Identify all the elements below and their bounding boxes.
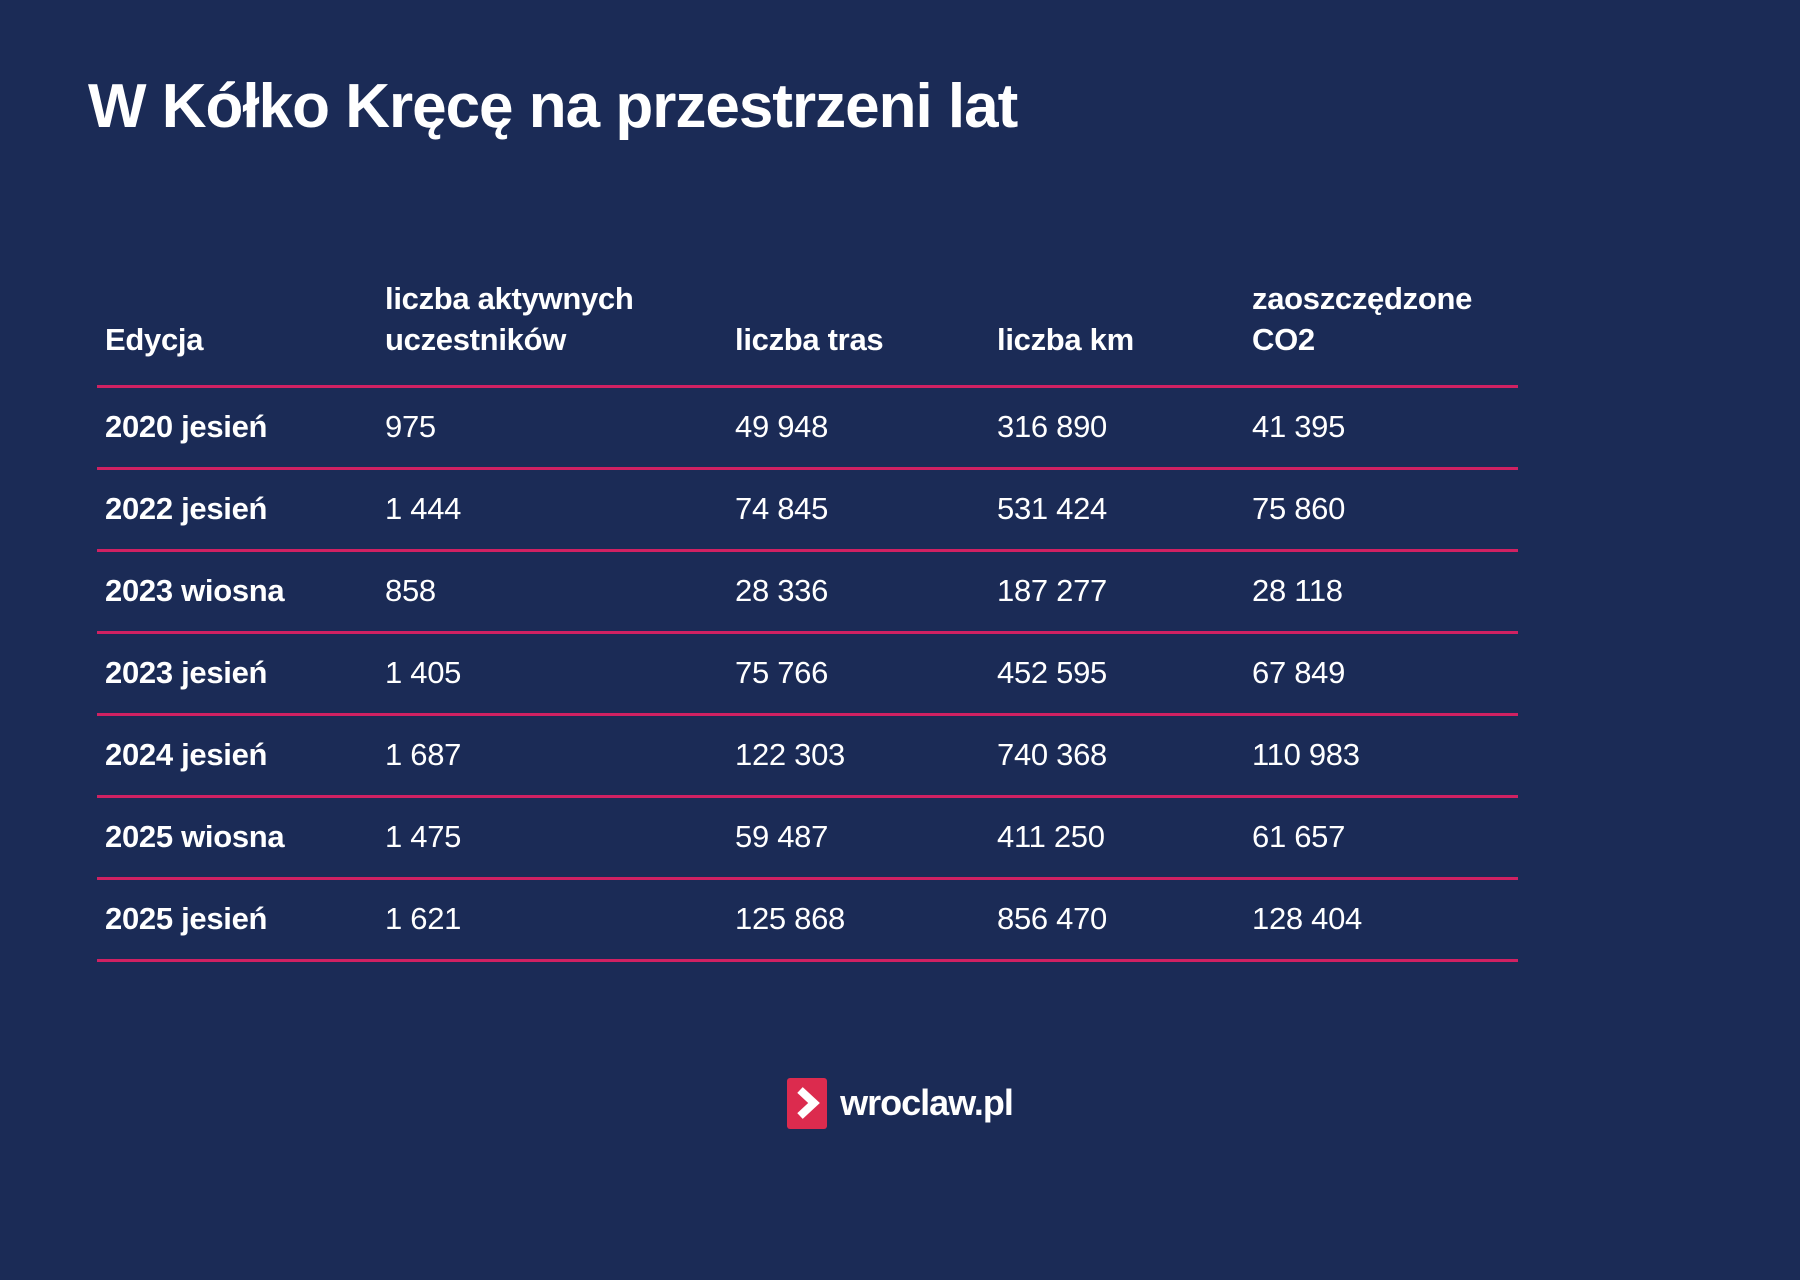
table-row: 2025 jesień 1 621 125 868 856 470 128 40… xyxy=(97,880,1518,962)
table-row: 2020 jesień 975 49 948 316 890 41 395 xyxy=(97,388,1518,470)
cell-km: 316 890 xyxy=(997,409,1107,445)
cell-routes: 28 336 xyxy=(735,573,829,609)
column-header-km: liczba km xyxy=(997,322,1134,358)
cell-participants: 1 475 xyxy=(385,819,462,855)
cell-co2: 67 849 xyxy=(1252,655,1346,691)
logo-mark xyxy=(787,1077,828,1129)
table-row: 2023 wiosna 858 28 336 187 277 28 118 xyxy=(97,552,1518,634)
cell-edition: 2022 jesień xyxy=(105,491,268,527)
column-header-routes: liczba tras xyxy=(735,322,884,358)
cell-participants: 1 687 xyxy=(385,737,462,773)
cell-km: 856 470 xyxy=(997,901,1107,937)
cell-routes: 125 868 xyxy=(735,901,845,937)
cell-co2: 128 404 xyxy=(1252,901,1362,937)
cell-routes: 59 487 xyxy=(735,819,829,855)
cell-routes: 122 303 xyxy=(735,737,845,773)
cell-routes: 49 948 xyxy=(735,409,829,445)
cell-edition: 2020 jesień xyxy=(105,409,268,445)
cell-co2: 75 860 xyxy=(1252,491,1346,527)
column-header-edition: Edycja xyxy=(105,322,204,358)
cell-km: 411 250 xyxy=(997,819,1105,855)
table-row: 2024 jesień 1 687 122 303 740 368 110 98… xyxy=(97,716,1518,798)
cell-co2: 110 983 xyxy=(1252,737,1360,773)
cell-edition: 2024 jesień xyxy=(105,737,268,773)
cell-co2: 61 657 xyxy=(1252,819,1346,855)
table-header-row: Edycja liczba aktywnych uczestników licz… xyxy=(97,177,1518,388)
cell-participants: 1 621 xyxy=(385,901,462,937)
cell-co2: 41 395 xyxy=(1252,409,1346,445)
infographic-root: { "theme": { "background": "#1b2b56", "d… xyxy=(0,72,1800,1280)
cell-km: 452 595 xyxy=(997,655,1107,691)
cell-km: 187 277 xyxy=(997,573,1107,609)
cell-participants: 1 405 xyxy=(385,655,462,691)
cell-edition: 2025 wiosna xyxy=(105,819,285,855)
cell-km: 531 424 xyxy=(997,491,1107,527)
table-row: 2022 jesień 1 444 74 845 531 424 75 860 xyxy=(97,470,1518,552)
table-row: 2025 wiosna 1 475 59 487 411 250 61 657 xyxy=(97,798,1518,880)
cell-routes: 74 845 xyxy=(735,491,829,527)
logo-text: wroclaw.pl xyxy=(840,1082,1014,1124)
table-row: 2023 jesień 1 405 75 766 452 595 67 849 xyxy=(97,634,1518,716)
cell-participants: 858 xyxy=(385,573,436,609)
cell-participants: 1 444 xyxy=(385,491,462,527)
column-header-participants: liczba aktywnych uczestników xyxy=(385,281,634,358)
cell-km: 740 368 xyxy=(997,737,1107,773)
cell-participants: 975 xyxy=(385,409,436,445)
footer-logo: wroclaw.pl xyxy=(0,1077,1800,1129)
column-header-co2: zaoszczędzone CO2 xyxy=(1252,281,1473,358)
cell-co2: 28 118 xyxy=(1252,573,1343,609)
cell-edition: 2023 jesień xyxy=(105,655,268,691)
cell-edition: 2023 wiosna xyxy=(105,573,285,609)
cell-routes: 75 766 xyxy=(735,655,829,691)
data-table: Edycja liczba aktywnych uczestników licz… xyxy=(97,177,1518,962)
page-title: W Kółko Kręcę na przestrzeni lat xyxy=(88,72,1018,141)
chevron-right-icon xyxy=(793,1086,821,1120)
cell-edition: 2025 jesień xyxy=(105,901,268,937)
